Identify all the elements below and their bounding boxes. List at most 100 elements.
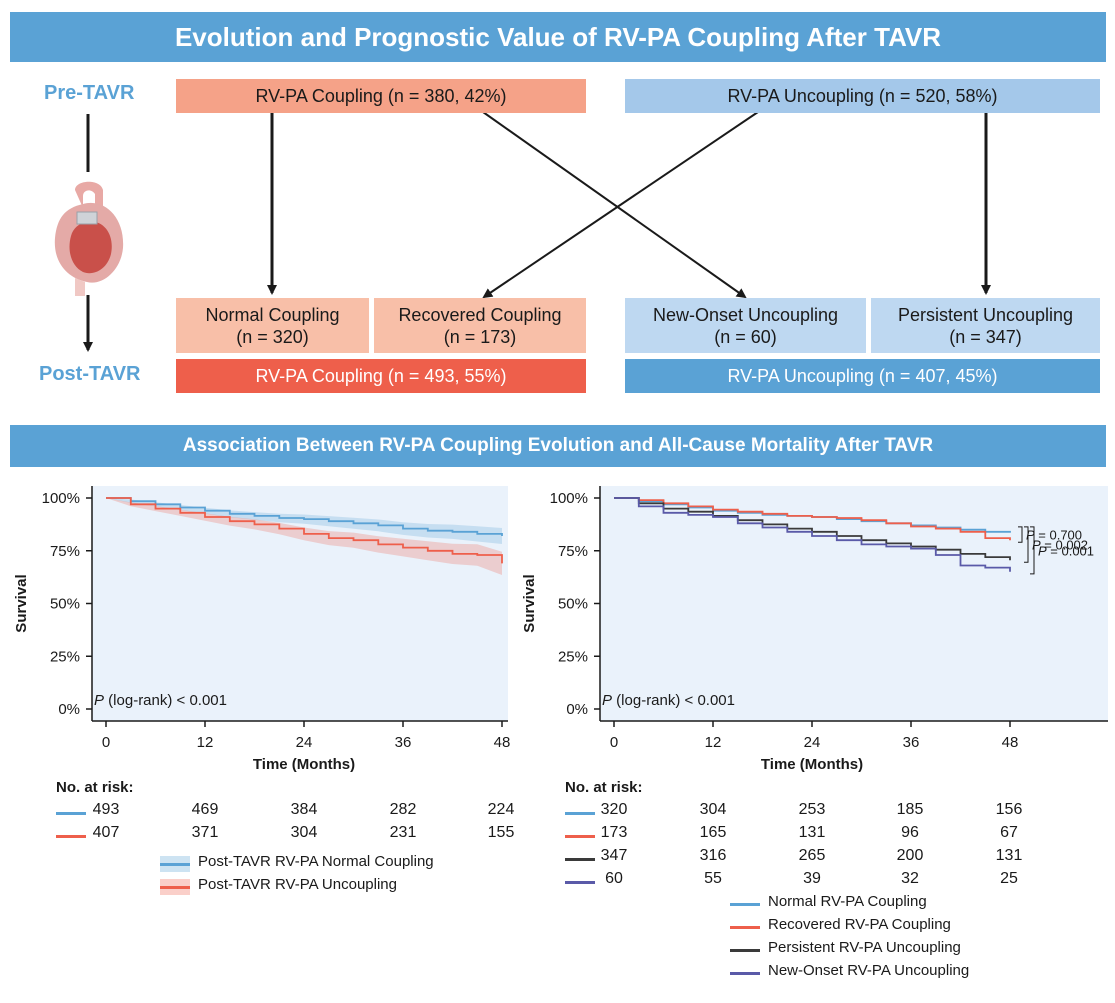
persistent-uncoupling-box: Persistent Uncoupling (n = 347) [871,298,1100,353]
recovered-coupling-n: (n = 173) [443,326,517,347]
risk-row-line [565,835,595,838]
x-tick-label: 24 [804,734,821,751]
risk-value: 253 [798,801,826,818]
pre-uncoupling-box: RV-PA Uncoupling (n = 520, 58%) [625,79,1100,113]
survival-chart-left: 0% 25% 50% 75% 100% Survival 0 12 24 36 48 Time (Mo… [13,486,510,773]
risk-value: 304 [699,801,727,818]
risk-value: 155 [487,824,515,841]
risk-value: 32 [901,870,919,887]
x-tick-label: 0 [102,734,110,751]
recovered-coupling-label: Recovered Coupling [398,304,562,325]
y-tick-label: 75% [558,543,588,560]
risk-title-left: No. at risk: [56,779,134,796]
page-title: Evolution and Prognostic Value of RV-PA … [10,12,1106,62]
x-tick-label: 36 [395,734,412,751]
risk-value: 96 [901,824,919,841]
risk-value: 407 [92,824,120,841]
risk-value: 304 [290,824,318,841]
risk-row-line [56,835,86,838]
pvalue-bracket [1030,526,1035,575]
legend-label: Post-TAVR RV-PA Normal Coupling [198,853,434,870]
risk-value: 173 [600,824,628,841]
post-tavr-label: Post-TAVR [39,363,141,385]
risk-row-line [56,812,86,815]
pvalue-label: P = 0.002 [1032,538,1088,553]
risk-value: 493 [92,801,120,818]
x-axis-title: Time (Months) [253,756,355,773]
series-line-1 [106,497,503,564]
y-tick-label: 100% [550,490,588,507]
legend-label: Persistent RV-PA Uncoupling [768,939,961,956]
y-tick-label: 0% [58,701,80,718]
persistent-uncoupling-n: (n = 347) [949,326,1022,347]
x-tick-label: 0 [610,734,618,751]
risk-value: 231 [389,824,417,841]
x-tick-label: 12 [705,734,722,751]
recovered-coupling-box: Recovered Coupling (n = 173) [374,298,586,353]
persistent-uncoupling-label: Persistent Uncoupling [897,304,1074,325]
y-tick-label: 100% [42,490,80,507]
risk-value: 55 [704,870,722,887]
risk-row-line [565,858,595,861]
section-subtitle: Association Between RV-PA Coupling Evolu… [10,425,1106,467]
y-tick-label: 25% [50,648,80,665]
legend-label: Post-TAVR RV-PA Uncoupling [198,876,397,893]
normal-coupling-box: Normal Coupling (n = 320) [176,298,369,353]
risk-value: 165 [699,824,727,841]
risk-row-line [565,812,595,815]
risk-value: 320 [600,801,628,818]
plot-background [92,486,508,721]
risk-value: 25 [1000,870,1018,887]
legend-label: Normal RV-PA Coupling [768,893,927,910]
normal-coupling-label: Normal Coupling [205,304,340,325]
y-tick-label: 75% [50,543,80,560]
x-tick-label: 36 [903,734,920,751]
survival-chart-right: 0% 25% 50% 75% 100% Survival 0 12 24 36 48 Time (Mo… [521,486,1108,773]
legend-swatch [730,926,760,929]
x-tick-label: 12 [197,734,214,751]
legend-swatch [730,972,760,975]
legend-swatch [730,949,760,952]
pre-coupling-box: RV-PA Coupling (n = 380, 42%) [176,79,586,113]
risk-value: 39 [803,870,821,887]
legend-swatch [160,886,190,889]
pvalue-bracket [1018,526,1023,543]
risk-title-right: No. at risk: [565,779,643,796]
legend-label: Recovered RV-PA Coupling [768,916,951,933]
logrank-annotation: P (log-rank) < 0.001 [94,692,227,709]
risk-value: 371 [191,824,219,841]
risk-value: 200 [896,847,924,864]
new-onset-uncoupling-n: (n = 60) [714,326,777,347]
arrow-uncoupling-to-recovered [482,111,759,299]
risk-value: 60 [605,870,623,887]
pvalue-label: P = 0.001 [1038,543,1094,558]
logrank-annotation: P (log-rank) < 0.001 [602,692,735,709]
post-coupling-box: RV-PA Coupling (n = 493, 55%) [176,359,586,393]
series-line-1 [614,497,1011,541]
arrow-coupling-to-new-onset [482,111,747,299]
risk-value: 316 [699,847,727,864]
y-axis-title: Survival [13,574,30,632]
y-tick-label: 50% [558,596,588,613]
x-axis-title: Time (Months) [761,756,863,773]
heart-icon [54,181,124,296]
series-line-3 [614,497,1011,572]
y-tick-label: 25% [558,648,588,665]
post-uncoupling-box: RV-PA Uncoupling (n = 407, 45%) [625,359,1100,393]
legend-swatch [730,903,760,906]
risk-value: 282 [389,801,417,818]
risk-value: 156 [995,801,1023,818]
new-onset-uncoupling-box: New-Onset Uncoupling (n = 60) [625,298,866,353]
y-axis-title: Survival [521,574,538,632]
risk-value: 347 [600,847,628,864]
pvalue-label: P = 0.700 [1026,528,1082,543]
legend-swatch [160,863,190,866]
risk-value: 131 [995,847,1023,864]
x-tick-label: 48 [1002,734,1019,751]
y-tick-label: 50% [50,596,80,613]
normal-coupling-n: (n = 320) [236,326,309,347]
risk-value: 224 [487,801,515,818]
risk-value: 67 [1000,824,1018,841]
risk-value: 384 [290,801,318,818]
y-tick-label: 0% [566,701,588,718]
